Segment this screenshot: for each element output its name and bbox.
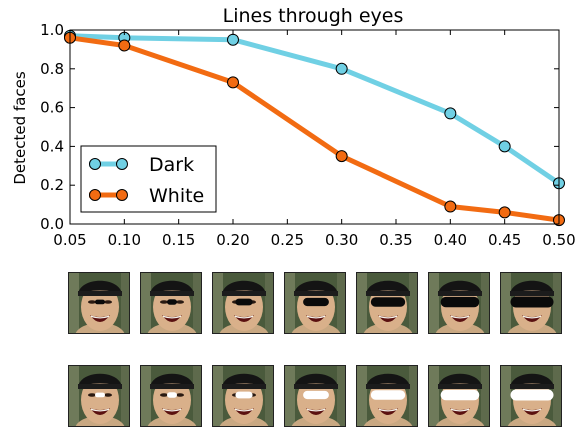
x-tick-label: 0.25 — [271, 231, 304, 249]
data-point-white-2 — [227, 76, 239, 89]
line-chart: Lines through eyes Detected faces 0.05 0.… — [11, 5, 576, 249]
white-line-face-thumbnail-1 — [140, 365, 202, 427]
legend-marker — [89, 189, 101, 201]
dark-line-face-thumbnail-3 — [284, 272, 346, 334]
white-line-face-thumbnail-5 — [428, 365, 490, 427]
data-point-white-1 — [118, 39, 131, 52]
legend: Dark White — [80, 145, 217, 213]
data-point-dark-4 — [444, 107, 457, 120]
x-tick-label: 0.30 — [325, 231, 358, 249]
y-tick-label: 0.6 — [40, 99, 64, 117]
y-tick-label: 0.2 — [40, 176, 64, 194]
x-tick-label: 0.50 — [542, 231, 575, 249]
white-line-thumbnail-row — [68, 365, 562, 427]
dark-line-face-thumbnail-1 — [140, 272, 202, 334]
white-line-face-thumbnail-6 — [500, 365, 562, 427]
x-tick-label: 0.35 — [379, 231, 412, 249]
legend-marker — [89, 158, 101, 170]
chart-title: Lines through eyes — [223, 5, 404, 27]
data-point-white-3 — [335, 150, 348, 163]
y-tick-label: 0.8 — [40, 60, 64, 78]
data-point-dark-2 — [227, 33, 239, 46]
white-line-face-thumbnail-3 — [284, 365, 346, 427]
y-tick-label: 1.0 — [40, 21, 64, 39]
white-line-face-thumbnail-4 — [356, 365, 418, 427]
dark-line-face-thumbnail-4 — [356, 272, 418, 334]
x-tick-label: 0.40 — [434, 231, 467, 249]
data-point-dark-3 — [335, 62, 348, 75]
legend-label-white: White — [149, 185, 204, 207]
dark-line-thumbnail-row — [68, 272, 562, 334]
dark-line-face-thumbnail-2 — [212, 272, 274, 334]
dark-line-face-thumbnail-5 — [428, 272, 490, 334]
dark-line-face-thumbnail-6 — [500, 272, 562, 334]
data-point-white-4 — [444, 200, 457, 213]
legend-label-dark: Dark — [149, 154, 194, 176]
data-point-white-5 — [498, 206, 511, 219]
x-tick-label: 0.45 — [488, 231, 521, 249]
legend-box — [80, 145, 217, 213]
y-axis-label: Detected faces — [11, 71, 29, 184]
plot-frame — [69, 29, 560, 225]
data-point-dark-5 — [498, 140, 511, 153]
x-tick-label: 0.20 — [216, 231, 249, 249]
legend-marker — [116, 189, 128, 201]
white-line-face-thumbnail-0 — [68, 365, 130, 427]
y-tick-label: 0.0 — [40, 215, 64, 233]
x-tick-label: 0.05 — [53, 231, 86, 249]
legend-marker — [116, 158, 128, 170]
x-tick-label: 0.15 — [162, 231, 195, 249]
white-line-face-thumbnail-2 — [212, 365, 274, 427]
y-tick-label: 0.4 — [40, 137, 64, 155]
dark-line-face-thumbnail-0 — [68, 272, 130, 334]
x-tick-label: 0.10 — [108, 231, 141, 249]
